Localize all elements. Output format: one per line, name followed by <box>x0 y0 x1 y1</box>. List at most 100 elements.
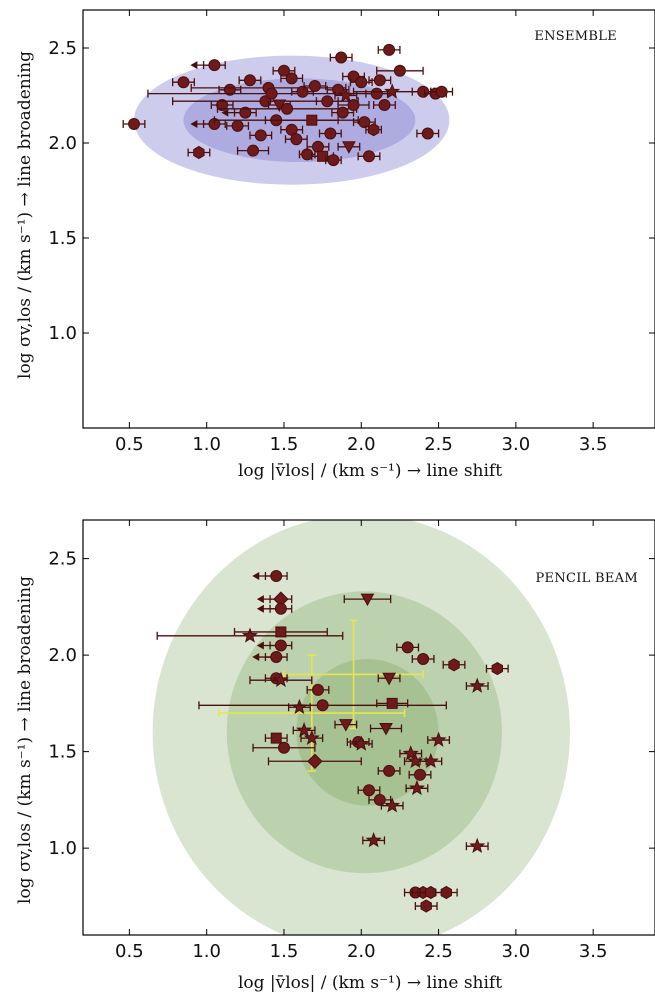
data-point-group <box>249 129 273 142</box>
data-point-group <box>380 797 404 813</box>
data-point-group <box>349 735 373 751</box>
limit-arrow-head <box>221 108 229 117</box>
data-point-group <box>362 831 386 848</box>
data-point <box>379 722 393 736</box>
x-tick-label: 1.5 <box>270 941 299 962</box>
data-point <box>425 885 437 900</box>
data-point <box>324 127 337 140</box>
data-point-group <box>337 141 361 154</box>
y-tick-label: 2.5 <box>48 549 77 570</box>
limit-arrow-head <box>190 61 198 70</box>
data-point-group <box>198 699 447 712</box>
data-point-group <box>300 729 324 745</box>
data-point-group <box>252 651 288 664</box>
data-point <box>311 140 324 153</box>
data-point <box>353 735 370 751</box>
data-point <box>370 87 383 100</box>
data-point-group <box>233 626 328 638</box>
data-point-group <box>315 95 339 108</box>
limit-arrow-head <box>256 641 264 650</box>
data-point-group <box>357 784 381 797</box>
data-point-group <box>252 741 316 754</box>
data-point-group <box>284 133 308 146</box>
data-point <box>382 672 396 686</box>
ensemble-panel: ENSEMBLE log |v̄los| / (km s⁻¹) → line s… <box>0 0 655 490</box>
data-point <box>337 87 354 103</box>
data-point <box>285 123 298 136</box>
plot-area <box>152 520 570 935</box>
data-point-group <box>218 83 242 96</box>
data-point-group <box>408 768 432 781</box>
data-point <box>277 64 290 77</box>
data-point-group <box>442 658 466 672</box>
data-point <box>373 74 386 87</box>
data-point <box>355 76 368 89</box>
chart-title: PENCIL BEAM <box>535 571 638 586</box>
data-point <box>363 150 375 163</box>
data-point-group <box>357 150 381 163</box>
data-point <box>401 641 414 654</box>
x-tick-label: 1.5 <box>270 434 299 455</box>
data-point <box>296 721 313 738</box>
data-point <box>307 753 323 769</box>
x-tick-label: 2.0 <box>347 434 376 455</box>
data-point-group <box>256 602 293 615</box>
data-point-group <box>236 144 270 157</box>
data-point-group <box>465 837 489 854</box>
data-point-group <box>372 99 396 111</box>
plot-frame <box>82 519 655 936</box>
x-tick-label: 3.0 <box>502 434 531 455</box>
x-axis-label: log |v̄los| / (km s⁻¹) → line shift <box>238 973 502 993</box>
data-point <box>128 118 141 130</box>
data-point <box>420 899 432 913</box>
data-point-group <box>485 662 509 676</box>
data-point <box>383 764 396 777</box>
data-point <box>265 87 278 100</box>
data-point <box>303 729 320 745</box>
x-tick-label: 3.0 <box>502 941 531 962</box>
data-point <box>274 639 287 652</box>
y-axis-label: log σv,los / (km s⁻¹) → line broadening <box>15 51 35 379</box>
confidence-region <box>226 591 502 874</box>
data-point <box>373 793 386 806</box>
data-point-group <box>434 885 458 900</box>
limit-arrow-head <box>252 653 260 662</box>
data-point-group <box>325 154 342 167</box>
plot-area <box>122 43 454 185</box>
x-axis-label: log |v̄los| / (km s⁻¹) → line shift <box>238 461 502 481</box>
data-point <box>317 150 329 162</box>
data-point-group <box>416 127 440 140</box>
data-point <box>208 59 221 72</box>
confidence-region <box>296 658 439 806</box>
data-point-group <box>267 753 362 769</box>
data-point <box>393 64 406 77</box>
limit-arrow-head <box>190 120 198 128</box>
data-point <box>241 627 258 643</box>
data-point <box>290 133 303 146</box>
data-point <box>358 116 371 129</box>
x-tick-label: 3.5 <box>579 941 608 962</box>
data-point <box>270 651 283 664</box>
data-point <box>243 74 256 87</box>
data-point <box>308 80 321 92</box>
data-point-group <box>337 99 370 111</box>
data-point <box>327 154 340 167</box>
data-point-group <box>377 43 401 56</box>
data-point <box>363 784 375 797</box>
data-point <box>306 114 318 126</box>
data-point-group <box>264 732 288 744</box>
limit-arrow-head <box>252 571 260 580</box>
data-point <box>414 768 427 781</box>
data-point-group <box>303 80 327 92</box>
data-point <box>216 99 229 111</box>
data-point-group <box>264 114 359 126</box>
data-point <box>384 797 401 813</box>
y-tick-label: 2.5 <box>48 38 77 59</box>
ensemble-chart: ENSEMBLE log |v̄los| / (km s⁻¹) → line s… <box>15 9 655 481</box>
data-point-group <box>249 671 313 688</box>
data-point <box>275 626 287 638</box>
data-point <box>417 85 430 98</box>
data-point-group <box>280 72 304 85</box>
data-point-group <box>238 74 262 87</box>
data-point <box>440 885 452 900</box>
